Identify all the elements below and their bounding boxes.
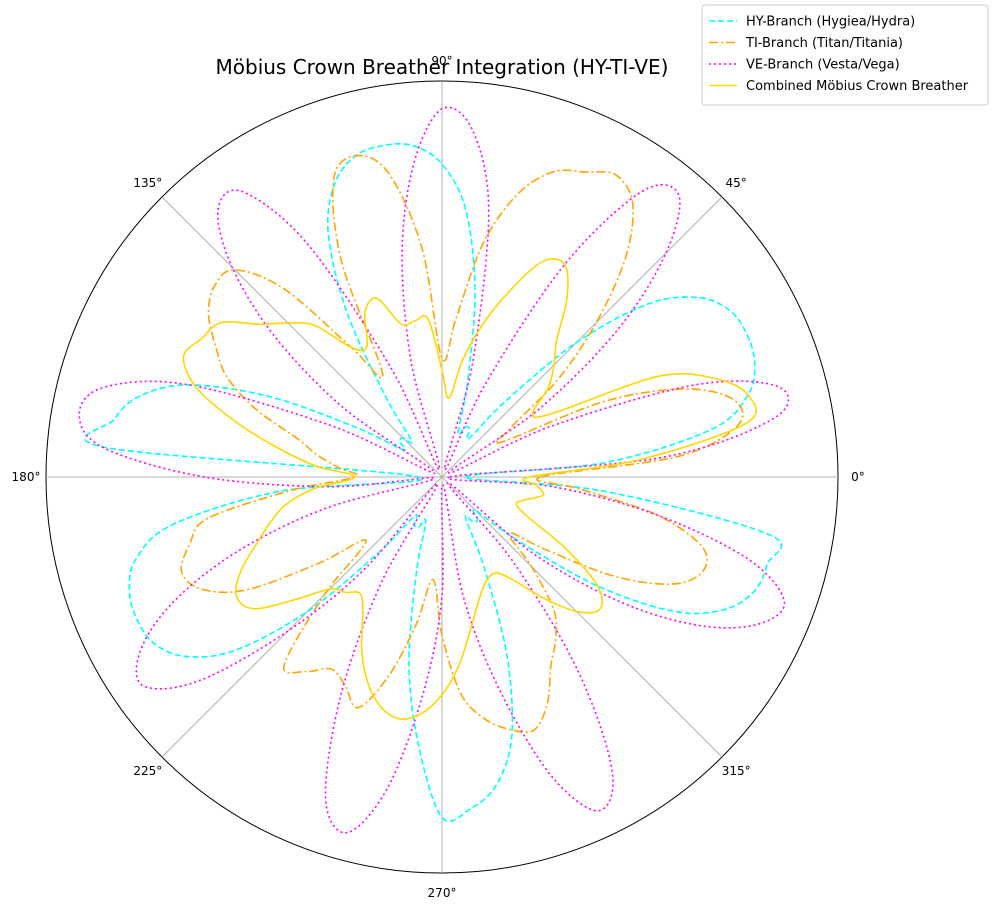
angle-tick-label: 180° — [12, 470, 41, 484]
angle-tick-label: 135° — [133, 176, 162, 190]
chart-title: Möbius Crown Breather Integration (HY-TI… — [216, 55, 669, 79]
angle-gridline — [161, 476, 443, 758]
angle-gridline — [441, 196, 723, 478]
angle-gridline — [441, 476, 723, 758]
angle-tick-label: 0° — [851, 470, 865, 484]
legend-label: Combined Möbius Crown Breather — [746, 79, 969, 94]
grid-layer — [45, 80, 839, 874]
series-layer — [78, 106, 790, 834]
angle-tick-label: 315° — [722, 764, 751, 778]
series-line-2 — [180, 154, 744, 734]
legend: HY-Branch (Hygiea/Hydra) TI-Branch (Titan… — [701, 4, 989, 106]
angle-tick-label: 90° — [431, 54, 452, 68]
legend-label: HY-Branch (Hygiea/Hydra) — [746, 15, 915, 30]
angle-tick-label: 270° — [428, 886, 457, 900]
angle-gridline — [161, 196, 443, 478]
series-line-4 — [182, 258, 757, 720]
series-line-3 — [78, 106, 790, 834]
legend-label: VE-Branch (Vesta/Vega) — [746, 58, 900, 73]
legend-box — [701, 4, 989, 106]
angle-tick-label: 45° — [726, 176, 747, 190]
tick-layer: 0° 45° 90° 135° 180° 225° 270° 315° — [12, 54, 865, 900]
legend-label: TI-Branch (Titan/Titania) — [745, 36, 903, 51]
angle-tick-label: 225° — [133, 764, 162, 778]
series-line-1 — [84, 142, 783, 823]
